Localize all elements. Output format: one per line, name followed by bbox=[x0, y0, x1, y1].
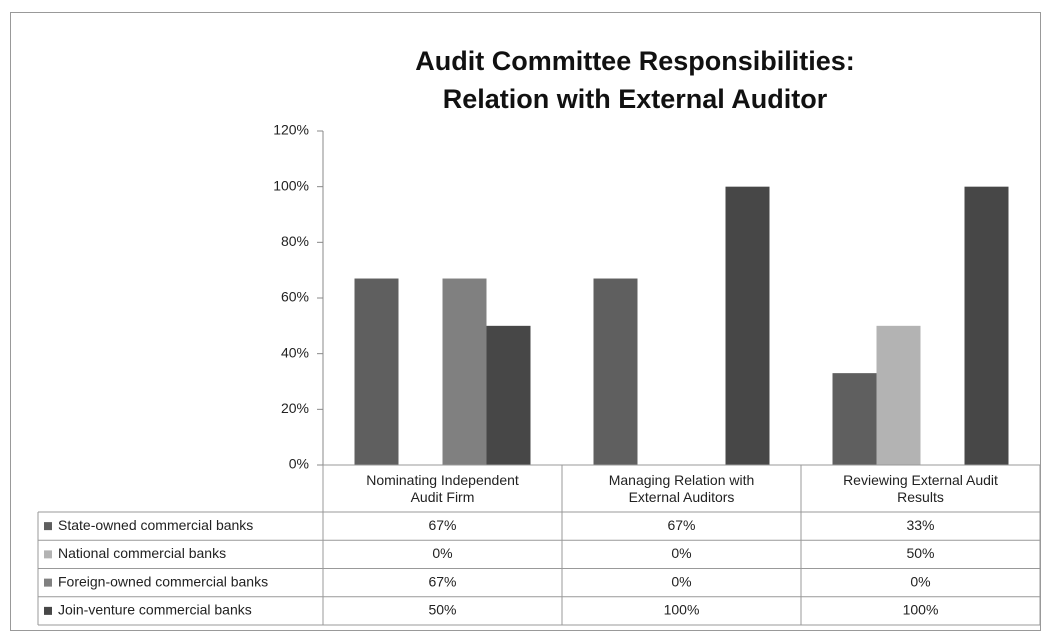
y-tick-label: 0% bbox=[289, 456, 309, 472]
table-value: 67% bbox=[667, 517, 695, 533]
table-value: 0% bbox=[671, 545, 691, 561]
table-value: 0% bbox=[432, 545, 452, 561]
x-tick-label: Nominating Independent Audit Firm bbox=[366, 471, 519, 505]
bar bbox=[442, 278, 487, 465]
y-tick-label: 120% bbox=[273, 122, 309, 138]
y-tick-label: 40% bbox=[281, 344, 309, 360]
chart-border bbox=[10, 12, 1041, 631]
table-value: 100% bbox=[903, 602, 939, 618]
y-tick-label: 20% bbox=[281, 400, 309, 416]
table-value: 100% bbox=[664, 602, 700, 618]
bar bbox=[486, 325, 531, 465]
legend-label: Foreign-owned commercial banks bbox=[58, 573, 268, 589]
bar bbox=[964, 186, 1009, 465]
chart-title: Audit Committee Responsibilities: Relati… bbox=[415, 46, 855, 114]
y-tick-label: 100% bbox=[273, 177, 309, 193]
x-tick-label: Managing Relation with External Auditors bbox=[608, 471, 755, 505]
bar bbox=[593, 278, 638, 465]
legend-swatch bbox=[44, 550, 52, 559]
y-tick-label: 80% bbox=[281, 233, 309, 249]
bar bbox=[876, 325, 921, 465]
bar bbox=[832, 373, 877, 465]
legend-label: State-owned commercial banks bbox=[58, 517, 253, 533]
table-value: 67% bbox=[428, 517, 456, 533]
table-value: 67% bbox=[428, 573, 456, 589]
legend-swatch bbox=[44, 578, 52, 587]
table-value: 50% bbox=[428, 602, 456, 618]
category-cell-box: Reviewing External Audit Results bbox=[801, 465, 1040, 512]
category-cell-box: Managing Relation with External Auditors bbox=[562, 465, 801, 512]
category-cell: Nominating Independent Audit Firm bbox=[323, 465, 562, 512]
legend-label: National commercial banks bbox=[58, 545, 226, 561]
y-tick-label: 60% bbox=[281, 289, 309, 305]
table-value: 0% bbox=[910, 573, 930, 589]
legend-label: Join-venture commercial banks bbox=[58, 602, 252, 618]
bar bbox=[354, 278, 399, 465]
table-value: 0% bbox=[671, 573, 691, 589]
legend-swatch bbox=[44, 522, 52, 531]
x-tick-label: Reviewing External Audit Results bbox=[843, 471, 998, 505]
bar bbox=[725, 186, 770, 465]
table-value: 33% bbox=[906, 517, 934, 533]
category-cell: Managing Relation with External Auditors bbox=[562, 465, 801, 512]
category-cell: Reviewing External Audit Results bbox=[801, 465, 1040, 512]
table-value: 50% bbox=[906, 545, 934, 561]
category-cell-box: Nominating Independent Audit Firm bbox=[323, 465, 562, 512]
legend-swatch bbox=[44, 606, 52, 615]
